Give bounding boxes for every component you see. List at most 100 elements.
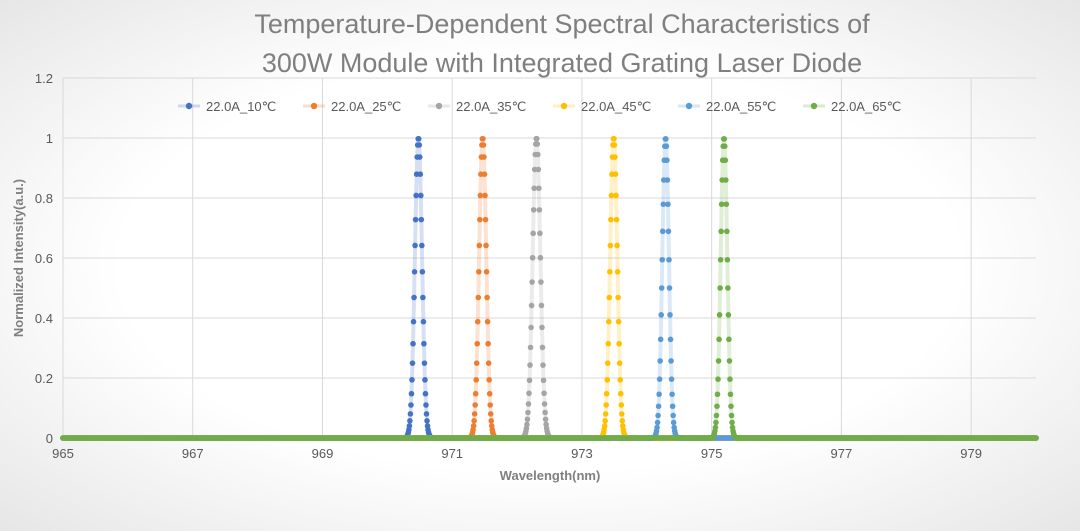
data-point bbox=[607, 242, 614, 249]
data-point bbox=[486, 390, 493, 397]
data-point bbox=[475, 269, 482, 275]
data-point bbox=[409, 377, 415, 383]
data-point bbox=[471, 411, 478, 417]
data-point bbox=[721, 143, 728, 150]
data-point bbox=[416, 154, 423, 160]
series-line bbox=[63, 136, 1036, 440]
data-point bbox=[615, 318, 622, 325]
data-point bbox=[412, 242, 418, 249]
data-point bbox=[407, 417, 413, 424]
data-point bbox=[660, 201, 667, 208]
data-point bbox=[534, 141, 541, 147]
data-point bbox=[530, 207, 537, 213]
legend-item: 22.0A_25℃ bbox=[303, 99, 401, 114]
data-point bbox=[663, 143, 670, 150]
data-point bbox=[658, 312, 665, 318]
legend-item: 22.0A_35℃ bbox=[428, 99, 526, 114]
y-tick-labels: 00.20.40.60.811.2 bbox=[35, 71, 53, 446]
data-point bbox=[418, 192, 424, 199]
data-point bbox=[604, 377, 611, 383]
data-point bbox=[477, 192, 484, 199]
x-tick-labels: 965 967 969 971 973 975 977 979 bbox=[52, 446, 982, 461]
data-point bbox=[531, 185, 537, 192]
legend-label: 22.0A_65℃ bbox=[831, 99, 901, 114]
legend-item: 22.0A_10℃ bbox=[178, 99, 276, 114]
data-point bbox=[726, 358, 733, 364]
data-point bbox=[659, 228, 666, 235]
data-point bbox=[604, 360, 611, 366]
data-point bbox=[605, 340, 612, 347]
data-point bbox=[614, 242, 620, 249]
data-point bbox=[714, 403, 720, 410]
legend-marker bbox=[560, 102, 568, 110]
data-point bbox=[616, 340, 622, 347]
data-point bbox=[713, 419, 719, 426]
legend-label: 22.0A_25℃ bbox=[331, 99, 401, 114]
data-point bbox=[474, 340, 481, 347]
series-22.0A_55℃ bbox=[60, 136, 1039, 441]
data-point bbox=[540, 377, 547, 384]
data-point bbox=[485, 340, 491, 347]
data-point bbox=[527, 344, 534, 351]
data-point bbox=[408, 402, 414, 408]
data-point bbox=[725, 285, 731, 291]
data-point bbox=[525, 409, 531, 416]
legend-marker bbox=[185, 102, 193, 110]
data-point bbox=[528, 302, 535, 309]
data-point bbox=[529, 279, 535, 285]
data-point bbox=[484, 318, 491, 325]
data-point bbox=[721, 136, 728, 142]
data-point bbox=[718, 228, 724, 235]
series-line bbox=[63, 136, 1036, 440]
data-point bbox=[654, 419, 661, 426]
data-point bbox=[474, 318, 481, 325]
data-point bbox=[605, 318, 612, 325]
data-point bbox=[538, 302, 545, 309]
data-point bbox=[725, 312, 732, 318]
data-point bbox=[716, 336, 722, 343]
data-point bbox=[712, 424, 719, 431]
data-point bbox=[723, 177, 729, 183]
gridlines bbox=[62, 77, 1036, 439]
data-point bbox=[667, 312, 673, 318]
data-point bbox=[480, 142, 487, 148]
data-point bbox=[470, 423, 477, 429]
y-tick-label: 0.2 bbox=[35, 371, 53, 386]
data-point bbox=[541, 401, 548, 407]
data-point bbox=[667, 336, 674, 343]
chart-title-line-1: Temperature-Dependent Spectral Character… bbox=[254, 9, 870, 39]
data-point bbox=[717, 285, 723, 291]
data-point bbox=[483, 269, 490, 275]
data-point bbox=[618, 402, 625, 408]
data-point bbox=[476, 242, 483, 249]
y-tick-label: 0.4 bbox=[35, 311, 53, 326]
data-point bbox=[421, 360, 428, 366]
data-point bbox=[472, 390, 479, 397]
data-point bbox=[724, 228, 730, 235]
data-point bbox=[668, 376, 675, 382]
data-point bbox=[613, 216, 620, 223]
data-point bbox=[533, 135, 540, 142]
data-point bbox=[418, 216, 425, 223]
data-point bbox=[471, 417, 477, 424]
data-point bbox=[419, 269, 426, 275]
data-point bbox=[616, 360, 623, 366]
data-point bbox=[608, 216, 614, 223]
data-point bbox=[655, 412, 661, 419]
chart-title-line-2: 300W Module with Integrated Grating Lase… bbox=[262, 48, 862, 78]
data-point bbox=[657, 358, 663, 364]
y-tick-label: 0.8 bbox=[35, 191, 53, 206]
data-point bbox=[654, 424, 660, 431]
data-point bbox=[619, 417, 626, 424]
data-point bbox=[541, 390, 547, 397]
data-point bbox=[412, 216, 419, 223]
data-point bbox=[422, 377, 428, 383]
data-point bbox=[1033, 435, 1039, 441]
data-point bbox=[535, 151, 541, 158]
data-point bbox=[407, 411, 414, 417]
legend: 22.0A_10℃ 22.0A_25℃ 22.0A_35℃ 22.0A_45℃ 22.0… bbox=[178, 99, 901, 114]
data-point bbox=[413, 192, 419, 199]
data-point bbox=[475, 294, 482, 301]
data-point bbox=[424, 417, 430, 424]
data-point bbox=[713, 412, 720, 419]
